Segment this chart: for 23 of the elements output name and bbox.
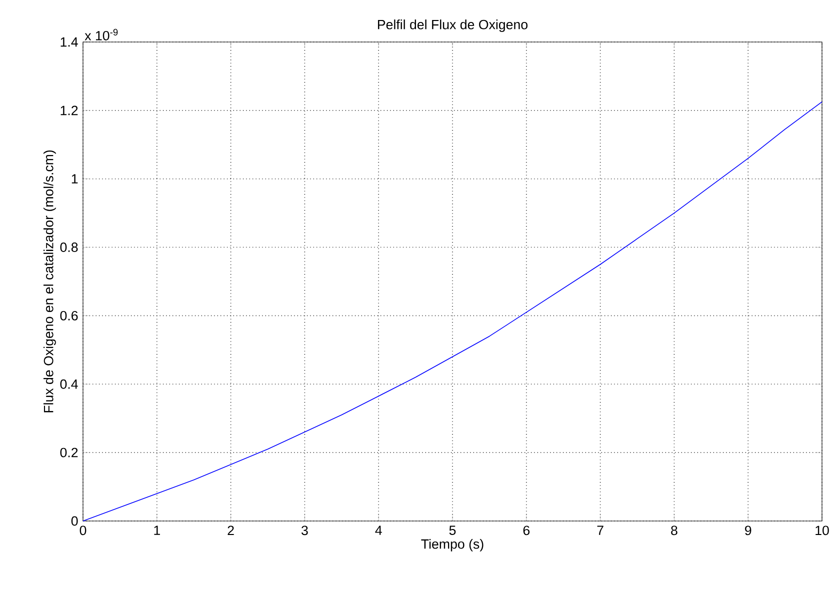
chart-title: Pelfil del Flux de Oxigeno	[378, 20, 528, 32]
y-tick-label: 0	[71, 516, 78, 526]
x-tick-label: 9	[745, 526, 752, 536]
x-tick-label: 7	[597, 526, 604, 535]
y-tick-label: 1.2	[60, 106, 78, 116]
text: x 10$^{-9}$	[84, 28, 118, 40]
y-tick-label: 1.4	[60, 37, 78, 47]
x-tick-label: 2	[228, 526, 234, 536]
y-tick-label: 1	[72, 174, 78, 184]
y-tick-label: 0.2	[60, 448, 78, 458]
y-tick-label: 0.8	[60, 242, 78, 252]
x-tick-label: 3	[301, 526, 308, 536]
x-axis-title: Tiempo (s)	[421, 538, 484, 552]
x-tick-label: 8	[671, 526, 678, 536]
x-tick-label: 5	[449, 526, 456, 535]
x-tick-label: 1	[154, 526, 160, 535]
x-tick-label: 10	[816, 526, 829, 536]
x-tick-label: 6	[523, 526, 530, 536]
y-axis-title: Flux de Oxigeno en el catalizador (mol/s.cm)	[44, 150, 56, 412]
y-tick-label: 0.6	[60, 310, 78, 320]
x-tick-label: 4	[375, 526, 382, 535]
x-tick-label: 0	[80, 526, 86, 536]
y-tick-label: 0.4	[60, 379, 78, 389]
